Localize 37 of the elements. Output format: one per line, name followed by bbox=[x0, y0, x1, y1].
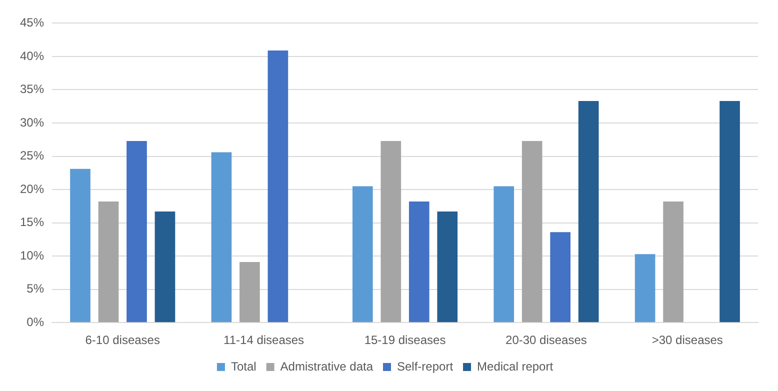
bar bbox=[408, 202, 430, 322]
y-tick-label: 15% bbox=[20, 215, 44, 230]
bar bbox=[380, 140, 402, 322]
bar bbox=[522, 140, 542, 322]
bar bbox=[240, 262, 260, 322]
bar bbox=[663, 202, 684, 322]
y-tick-label: 35% bbox=[20, 82, 44, 96]
x-tick-label: 6-10 diseases bbox=[85, 333, 160, 348]
bar bbox=[550, 232, 570, 322]
x-tick-label: 11-14 diseases bbox=[224, 333, 304, 348]
y-tick-label: 30% bbox=[20, 115, 44, 130]
bar bbox=[352, 186, 373, 322]
legend-label: Self-report bbox=[397, 359, 454, 374]
y-tick-label: 5% bbox=[26, 282, 44, 296]
bar bbox=[437, 211, 458, 322]
bar bbox=[494, 186, 514, 322]
bar bbox=[268, 50, 288, 322]
bar bbox=[211, 152, 232, 322]
x-tick-label: 20-30 diseases bbox=[506, 333, 587, 348]
x-tick-label: 15-19 diseases bbox=[364, 333, 446, 348]
bar bbox=[720, 101, 740, 322]
legend-label: Admistrative data bbox=[280, 359, 374, 374]
bar bbox=[154, 211, 176, 322]
y-tick-label: 40% bbox=[20, 48, 44, 63]
bar bbox=[70, 168, 90, 322]
bar bbox=[98, 202, 119, 322]
bar bbox=[578, 101, 599, 322]
x-tick-label: >30 diseases bbox=[652, 333, 723, 348]
bar bbox=[126, 140, 147, 322]
y-tick-label: 20% bbox=[20, 182, 44, 196]
legend-label: Medical report bbox=[477, 359, 554, 374]
y-tick-label: 25% bbox=[20, 148, 44, 163]
bar bbox=[634, 254, 656, 322]
y-tick-label: 0% bbox=[26, 314, 44, 329]
y-tick-label: 45% bbox=[20, 16, 44, 30]
y-tick-label: 10% bbox=[20, 248, 44, 262]
legend-label: Total bbox=[230, 359, 256, 374]
